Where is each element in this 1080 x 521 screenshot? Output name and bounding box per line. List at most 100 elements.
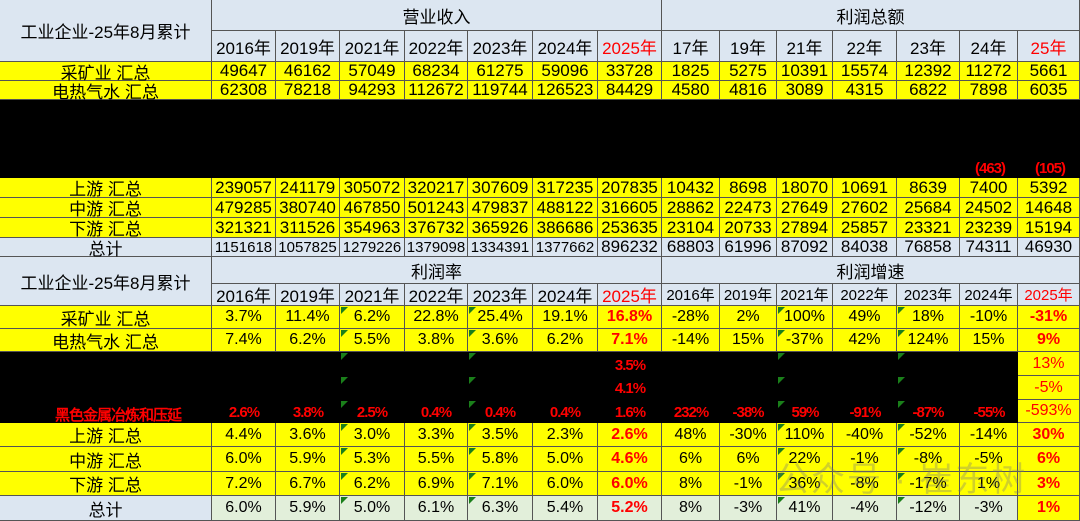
- profit-cell[interactable]: 61996: [720, 237, 777, 257]
- margin-cell[interactable]: 3.7%: [212, 306, 276, 329]
- growth-cell[interactable]: -10%: [960, 306, 1018, 329]
- revenue-cell[interactable]: 62308: [212, 80, 276, 100]
- profit-cell[interactable]: 10391: [777, 61, 833, 81]
- profit-cell[interactable]: 28862: [662, 198, 720, 218]
- profit-cell[interactable]: 20733: [720, 218, 777, 238]
- growth-cell[interactable]: -17%: [897, 472, 960, 496]
- margin-cell[interactable]: 3.5%: [468, 423, 533, 447]
- margin-cell[interactable]: 7.2%: [212, 472, 276, 496]
- profit-cell[interactable]: 24502: [960, 198, 1018, 218]
- column-header-revenue-year[interactable]: 2016年: [212, 31, 276, 62]
- margin-cell[interactable]: 22.8%: [405, 306, 468, 329]
- margin-cell[interactable]: 3.8%: [405, 329, 468, 352]
- margin-cell[interactable]: 6.2%: [276, 329, 340, 352]
- profit-cell[interactable]: 6035: [1018, 80, 1080, 100]
- revenue-cell[interactable]: 316605: [598, 198, 662, 218]
- column-header-revenue-year[interactable]: 2022年: [405, 31, 468, 62]
- margin-cell[interactable]: 5.5%: [340, 329, 405, 352]
- revenue-cell[interactable]: 1151618: [212, 238, 276, 257]
- growth-cell[interactable]: 42%: [833, 329, 897, 352]
- growth-cell[interactable]: -28%: [662, 306, 720, 329]
- column-header-growth-year[interactable]: 2019年: [720, 284, 777, 306]
- growth-cell[interactable]: 8%: [662, 496, 720, 521]
- revenue-cell[interactable]: 1279226: [340, 238, 405, 257]
- profit-cell[interactable]: 76858: [897, 237, 960, 257]
- margin-cell[interactable]: 3.3%: [405, 423, 468, 447]
- profit-cell[interactable]: 11272: [960, 61, 1018, 81]
- revenue-cell[interactable]: 380740: [276, 198, 340, 218]
- profit-cell[interactable]: 6822: [897, 80, 960, 100]
- growth-cell[interactable]: -14%: [662, 329, 720, 352]
- growth-cell[interactable]: -12%: [897, 496, 960, 521]
- margin-cell[interactable]: 5.8%: [468, 447, 533, 472]
- column-header-growth-year[interactable]: 2024年: [960, 284, 1018, 306]
- margin-cell[interactable]: 5.9%: [276, 496, 340, 521]
- profit-cell[interactable]: 68803: [662, 237, 720, 257]
- column-header-margin-year[interactable]: 2023年: [468, 284, 533, 306]
- margin-cell[interactable]: 6.3%: [468, 496, 533, 521]
- revenue-cell[interactable]: 112672: [405, 80, 468, 100]
- revenue-cell[interactable]: 305072: [340, 178, 405, 198]
- margin-cell[interactable]: 6.7%: [276, 472, 340, 496]
- profit-cell[interactable]: 27894: [777, 218, 833, 238]
- revenue-cell[interactable]: 488122: [533, 198, 598, 218]
- revenue-cell[interactable]: 94293: [340, 80, 405, 100]
- growth-cell[interactable]: -40%: [833, 423, 897, 447]
- growth-cell[interactable]: -5%: [960, 447, 1018, 472]
- profit-cell[interactable]: 10691: [833, 178, 897, 198]
- margin-cell[interactable]: 3.6%: [468, 329, 533, 352]
- column-header-revenue-year[interactable]: 2021年: [340, 31, 405, 62]
- revenue-cell[interactable]: 1057825: [276, 238, 340, 257]
- column-header-margin-year[interactable]: 2022年: [405, 284, 468, 306]
- column-header-revenue-year[interactable]: 2024年: [533, 31, 598, 62]
- profit-cell[interactable]: 4580: [662, 80, 720, 100]
- growth-cell[interactable]: -37%: [777, 329, 833, 352]
- revenue-cell[interactable]: 307609: [468, 178, 533, 198]
- margin-cell[interactable]: 5.5%: [405, 447, 468, 472]
- revenue-cell[interactable]: 320217: [405, 178, 468, 198]
- margin-cell[interactable]: 6.9%: [405, 472, 468, 496]
- revenue-cell[interactable]: 1334391: [468, 238, 533, 257]
- revenue-cell[interactable]: 119744: [468, 80, 533, 100]
- revenue-cell[interactable]: 317235: [533, 178, 598, 198]
- margin-cell[interactable]: 6.0%: [598, 472, 662, 496]
- profit-cell[interactable]: 87092: [777, 237, 833, 257]
- revenue-cell[interactable]: 321321: [212, 218, 276, 238]
- profit-cell[interactable]: 5275: [720, 61, 777, 81]
- margin-cell[interactable]: 6.0%: [212, 447, 276, 472]
- revenue-cell[interactable]: 376732: [405, 218, 468, 238]
- margin-cell[interactable]: 5.3%: [340, 447, 405, 472]
- revenue-cell[interactable]: 467850: [340, 198, 405, 218]
- growth-cell[interactable]: -593%: [1018, 400, 1080, 423]
- growth-cell[interactable]: 110%: [777, 423, 833, 447]
- margin-cell[interactable]: 19.1%: [533, 306, 598, 329]
- revenue-cell[interactable]: 68234: [405, 61, 468, 81]
- profit-cell[interactable]: 4315: [833, 80, 897, 100]
- growth-cell[interactable]: -30%: [720, 423, 777, 447]
- margin-cell[interactable]: 7.4%: [212, 329, 276, 352]
- column-header-profit-year[interactable]: 23年: [897, 31, 960, 62]
- revenue-cell[interactable]: 239057: [212, 178, 276, 198]
- column-header-margin-year[interactable]: 2024年: [533, 284, 598, 306]
- growth-cell[interactable]: 1%: [960, 472, 1018, 496]
- growth-cell[interactable]: -1%: [833, 447, 897, 472]
- growth-cell[interactable]: -3%: [720, 496, 777, 521]
- profit-cell[interactable]: 23321: [897, 218, 960, 238]
- margin-cell[interactable]: 11.4%: [276, 306, 340, 329]
- column-header-revenue-year[interactable]: 2025年: [598, 31, 662, 62]
- revenue-cell[interactable]: 207835: [598, 178, 662, 198]
- growth-cell[interactable]: -5%: [1018, 376, 1080, 400]
- profit-cell[interactable]: 8698: [720, 178, 777, 198]
- revenue-cell[interactable]: 78218: [276, 80, 340, 100]
- growth-cell[interactable]: 48%: [662, 423, 720, 447]
- column-header-profit-year[interactable]: 21年: [777, 31, 833, 62]
- margin-cell[interactable]: 2.3%: [533, 423, 598, 447]
- revenue-cell[interactable]: 61275: [468, 61, 533, 81]
- growth-cell[interactable]: 13%: [1018, 352, 1080, 376]
- growth-cell[interactable]: 6%: [662, 447, 720, 472]
- revenue-cell[interactable]: 49647: [212, 61, 276, 81]
- revenue-cell[interactable]: 479837: [468, 198, 533, 218]
- profit-cell[interactable]: 23104: [662, 218, 720, 238]
- column-header-revenue-year[interactable]: 2023年: [468, 31, 533, 62]
- margin-cell[interactable]: 5.0%: [340, 496, 405, 521]
